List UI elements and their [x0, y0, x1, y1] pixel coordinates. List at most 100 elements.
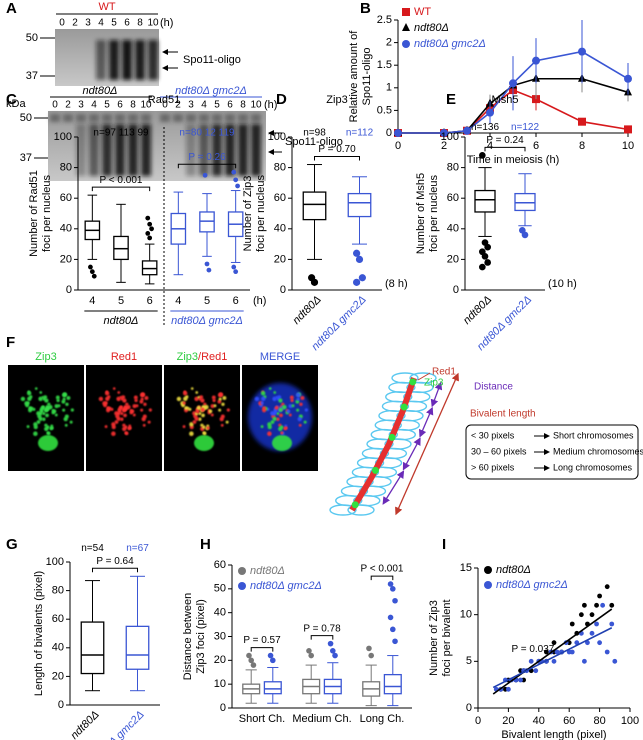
- point: [609, 602, 615, 608]
- band-smear: [199, 124, 209, 176]
- focus: [66, 395, 71, 400]
- focus: [279, 413, 283, 418]
- y-tick-label: 20: [447, 253, 459, 265]
- focus: [111, 431, 116, 437]
- focus: [219, 417, 224, 422]
- y-tick-label: 0.5: [377, 104, 392, 116]
- outlier: [204, 261, 210, 267]
- band-label: Spo11-oligo: [285, 136, 343, 148]
- focus: [260, 425, 264, 428]
- box: [347, 192, 372, 218]
- point: [569, 649, 575, 655]
- outlier: [91, 273, 97, 279]
- x-tick-label: 2: [441, 140, 447, 152]
- gel-panel: A WT (h) 50 37 Spo11-oligo ndt80Δ ndt80Δ…: [6, 0, 343, 181]
- band-smear: [225, 124, 235, 176]
- focus: [144, 395, 149, 400]
- focus: [132, 413, 136, 417]
- y-tick-label: 1.5: [377, 59, 392, 71]
- box: [383, 673, 402, 695]
- focus: [148, 408, 152, 412]
- unit-note: (h): [253, 295, 266, 307]
- focus: [200, 398, 205, 403]
- x-tick-label: 4: [89, 295, 95, 307]
- y-axis-label: foci per nucleus: [41, 174, 53, 252]
- focus: [297, 417, 302, 422]
- point: [506, 686, 511, 692]
- point: [578, 612, 584, 618]
- n-label: n=122: [511, 122, 540, 133]
- marker: [624, 74, 632, 83]
- band-smear: [160, 114, 170, 122]
- y-tick-label: 0: [453, 284, 459, 296]
- band-smear: [96, 40, 106, 80]
- y-tick-label: 2.5: [377, 14, 392, 26]
- marker: [394, 129, 402, 137]
- lane-label: 10: [250, 100, 262, 111]
- y-tick-label: 100: [46, 556, 64, 568]
- band-smear: [251, 124, 261, 176]
- legend-label: ndt80Δ gmc2Δ: [250, 580, 322, 592]
- y-tick-label: 10: [214, 678, 226, 690]
- band-smear: [173, 114, 183, 122]
- micrograph: [164, 365, 240, 471]
- band-smear: [76, 114, 86, 122]
- focus: [20, 396, 26, 402]
- point: [528, 658, 534, 664]
- p-value: P = 0.57: [243, 635, 281, 646]
- y-tick-label: 15: [460, 562, 472, 574]
- focus: [210, 413, 214, 417]
- band-smear: [109, 40, 119, 80]
- p-value: P = 0.78: [303, 623, 341, 634]
- outlier: [231, 264, 237, 270]
- lane-label: 5: [111, 18, 117, 29]
- focus: [268, 387, 272, 390]
- outlier: [390, 626, 396, 633]
- focus: [26, 391, 32, 396]
- focus: [278, 407, 283, 412]
- legend-label: ndt80Δ gmc2Δ: [496, 579, 568, 591]
- focus: [104, 391, 110, 396]
- y-axis-label: foci per nucleus: [428, 174, 440, 252]
- lane-label: 8: [130, 100, 136, 111]
- outlier: [392, 597, 398, 604]
- outlier: [355, 255, 364, 263]
- lane-unit: (h): [160, 17, 173, 29]
- diagram-label: Zip3: [424, 378, 444, 389]
- box: [113, 235, 129, 261]
- outlier: [310, 278, 319, 286]
- marker: [578, 47, 586, 56]
- legend-range: < 30 pixels: [471, 430, 515, 440]
- focus: [123, 425, 128, 429]
- focus: [133, 395, 138, 400]
- y-tick-label: 60: [274, 192, 286, 204]
- focus: [45, 425, 50, 429]
- lane-label: 10: [140, 100, 152, 111]
- focus: [128, 426, 132, 430]
- y-tick-label: 60: [447, 192, 459, 204]
- annotation: P = 0.037: [511, 644, 554, 655]
- y-tick-label: 0: [386, 127, 392, 139]
- x-tick-label: 0: [395, 140, 401, 152]
- y-tick-label: 20: [214, 654, 226, 666]
- focus: [134, 398, 138, 403]
- y-tick-label: 60: [60, 192, 72, 204]
- x-tick-label: 6: [147, 295, 153, 307]
- y-tick-label: 5: [466, 655, 472, 667]
- p-bracket: [250, 647, 274, 652]
- outlier: [387, 581, 394, 587]
- focus: [280, 431, 284, 435]
- outlier: [479, 263, 486, 271]
- band-smear: [199, 114, 209, 122]
- chart-title: Zip3: [326, 94, 347, 106]
- y-tick-label: 40: [52, 642, 64, 654]
- outlier: [332, 652, 338, 659]
- band-smear: [238, 124, 248, 176]
- y-axis-label: foci per bivalent: [441, 599, 453, 676]
- focus: [39, 409, 44, 414]
- point: [554, 649, 560, 655]
- focus: [111, 422, 116, 427]
- lane-label: 2: [175, 100, 181, 111]
- focus: [139, 392, 145, 398]
